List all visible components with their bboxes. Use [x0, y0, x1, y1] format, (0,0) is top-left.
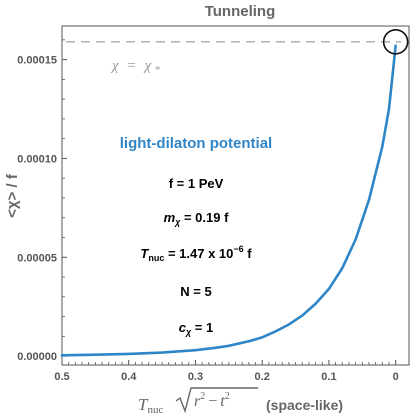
y-tick-label: 0.00005: [17, 252, 57, 264]
annotation-c-value: cχ = 1: [179, 320, 213, 337]
annotation-c-sub: χ: [185, 327, 192, 337]
annotation-n-value: N = 5: [180, 284, 211, 299]
x-label-sqrt-sign: [175, 387, 258, 414]
x-label-minus: −: [208, 393, 217, 410]
x-label-prefix-sub: nuc: [147, 404, 163, 415]
x-label-r-exp: 2: [200, 391, 205, 402]
annotation-t-value: Tnuc = 1.47 x 10−6 f: [140, 244, 252, 263]
annotation-m-sub: χ: [174, 217, 181, 227]
y-tick-label: 0.00000: [17, 351, 57, 363]
reference-label-right: χ: [143, 58, 152, 74]
x-tick-label: 0.1: [321, 371, 336, 383]
reference-line-label: χ = χ *: [110, 58, 160, 76]
annotation-t-rest: = 1.47 x 10: [164, 246, 233, 261]
plot-frame: [61, 25, 410, 366]
chart-title: Tunneling: [205, 3, 276, 20]
x-tick-label: 0.5: [54, 371, 69, 383]
x-label-prefix: Tnuc: [138, 395, 163, 415]
annotation-t-exp: −6: [233, 244, 243, 254]
annotation-t-tail: f: [244, 246, 253, 261]
reference-label-eq: =: [127, 58, 135, 74]
x-label-prefix-symbol: T: [138, 395, 149, 414]
x-tick-label: 0: [393, 371, 399, 383]
annotation-model-name: light-dilaton potential: [120, 135, 272, 152]
x-label-radicand: r2− t2: [194, 391, 230, 410]
annotation-f-value: f = 1 PeV: [169, 176, 224, 191]
x-label-t: t: [220, 393, 225, 410]
x-tick-label: 0.3: [188, 371, 203, 383]
reference-label-left: χ: [110, 58, 119, 74]
x-tick-label: 0.4: [121, 371, 137, 383]
y-axis-label: <χ> / f: [4, 173, 21, 218]
series-line-light-dilaton: [60, 44, 397, 357]
annotation-m-rest: = 0.19 f: [180, 210, 229, 225]
annotation-c-rest: = 1: [191, 320, 213, 335]
x-axis-ticks: 0.5 0.4 0.3 0.2 0.1 0: [54, 360, 399, 383]
reference-label-right-sub: *: [155, 64, 161, 76]
endpoint-circle-marker: [382, 29, 409, 55]
x-axis-label: Tnuc r2− t2 (space-like): [138, 387, 343, 415]
annotation-m-symbol: m: [164, 210, 176, 225]
x-label-r: r: [194, 393, 201, 410]
y-tick-label: 0.00015: [17, 55, 57, 67]
y-tick-label: 0.00010: [17, 153, 57, 165]
y-axis-ticks: 0.00000 0.00005 0.00010 0.00015: [17, 39, 67, 363]
x-label-suffix: (space-like): [266, 397, 343, 413]
x-tick-label: 0.2: [255, 371, 270, 383]
x-label-t-exp: 2: [225, 391, 230, 402]
annotation-t-symbol: T: [140, 246, 149, 261]
annotation-m-value: mχ = 0.19 f: [164, 210, 229, 227]
annotation-t-sub: nuc: [148, 253, 164, 263]
annotation-c-symbol: c: [179, 320, 187, 335]
